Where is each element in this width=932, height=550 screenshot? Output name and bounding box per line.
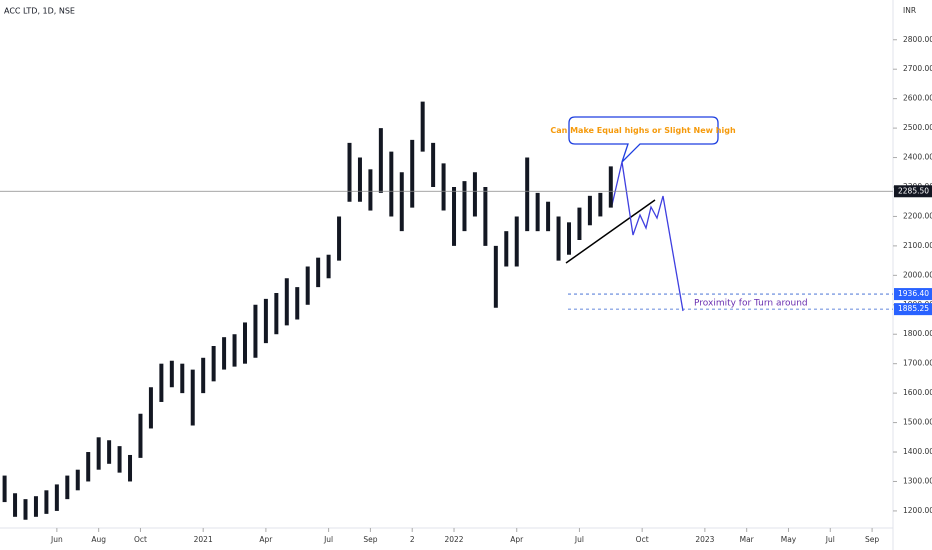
x-tick-label: Mar [740, 535, 755, 544]
y-tick-label: 1300.00 [903, 476, 932, 485]
note-text: Proximity for Turn around [694, 299, 808, 309]
y-tick-label: 2600.00 [903, 94, 932, 103]
y-tick-label: 2000.00 [903, 270, 932, 279]
level-label: 1885.25 [898, 304, 929, 313]
y-tick-label: 2800.00 [903, 35, 932, 44]
projection-path [611, 161, 684, 312]
y-tick-label: 2400.00 [903, 153, 932, 162]
x-tick-label: Jun [50, 535, 63, 544]
y-tick-label: 1400.00 [903, 447, 932, 456]
x-tick-label: Oct [134, 535, 147, 544]
symbol-title: ACC LTD, 1D, NSE [4, 7, 75, 16]
y-tick-label: 1200.00 [903, 506, 932, 515]
y-tick-label: 1600.00 [903, 388, 932, 397]
x-tick-label: Aug [91, 535, 106, 544]
callout-text: Can Make Equal highs or Slight New high [550, 126, 736, 135]
x-tick-label: 2021 [194, 535, 213, 544]
x-tick-label: Jul [825, 535, 835, 544]
y-tick-label: 2500.00 [903, 123, 932, 132]
x-tick-label: Sep [865, 535, 879, 544]
y-tick-label: 2100.00 [903, 241, 932, 250]
y-tick-label: 2700.00 [903, 64, 932, 73]
y-tick-label: 1800.00 [903, 329, 932, 338]
x-tick-label: 2022 [444, 535, 463, 544]
last-price-label: 2285.50 [898, 186, 929, 195]
x-tick-label: 2 [410, 535, 415, 544]
x-tick-label: Oct [636, 535, 649, 544]
last-price-box [894, 185, 932, 198]
y-tick-label: 1500.00 [903, 418, 932, 427]
x-tick-label: Jul [574, 535, 584, 544]
y-tick-label: 2200.00 [903, 211, 932, 220]
x-tick-label: Jul [323, 535, 333, 544]
level-label: 1936.40 [898, 289, 929, 298]
trend-line [565, 199, 656, 264]
y-tick-label: 1700.00 [903, 359, 932, 368]
x-tick-label: Apr [510, 535, 524, 544]
level-box [894, 303, 932, 316]
currency: INR [903, 6, 916, 15]
x-tick-label: Apr [259, 535, 273, 544]
x-tick-label: May [781, 535, 797, 544]
x-tick-label: Sep [363, 535, 377, 544]
x-tick-label: 2023 [695, 535, 714, 544]
level-box [894, 288, 932, 301]
callout-box [568, 116, 719, 163]
